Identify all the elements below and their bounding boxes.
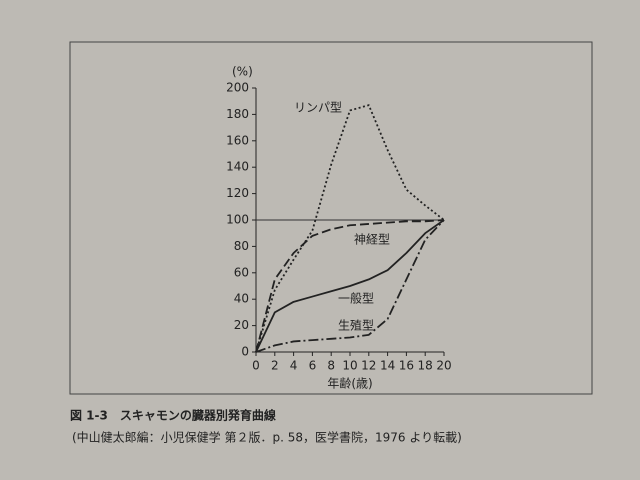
x-tick-label: 0	[252, 359, 260, 373]
y-tick-label: 200	[226, 81, 249, 95]
x-tick-label: 20	[436, 359, 451, 373]
frame	[69, 41, 593, 395]
series-line	[255, 104, 445, 353]
y-tick-label: 0	[241, 345, 249, 359]
y-tick-label: 140	[226, 160, 249, 174]
x-axis-label: 年齢(歳)	[327, 376, 372, 391]
x-tick-label: 14	[380, 359, 395, 373]
caption: 図 1-3 スキャモンの臓器別発育曲線	[70, 408, 276, 423]
series-label: 一般型	[338, 291, 374, 306]
y-tick-label: 60	[234, 265, 249, 279]
y-tick-label: 100	[226, 213, 249, 227]
series-line	[255, 219, 445, 353]
x-tick-label: 8	[327, 359, 335, 373]
x-tick-label: 12	[361, 359, 376, 373]
x-tick-label: 10	[342, 359, 357, 373]
series-line	[255, 219, 445, 353]
x-tick-label: 18	[418, 359, 433, 373]
y-tick-label: 160	[226, 133, 249, 147]
series-line	[255, 219, 445, 353]
y-tick-label: 20	[234, 318, 249, 332]
y-unit: (%)	[232, 65, 253, 79]
y-tick-label: 180	[226, 107, 249, 121]
x-tick-label: 2	[271, 359, 279, 373]
source: (中山健太郎編：小児保健学 第２版．p. 58，医学書院，1976 より転載)	[72, 430, 462, 445]
y-tick-label: 80	[234, 239, 249, 253]
x-tick-label: 4	[290, 359, 298, 373]
series-label: 神経型	[354, 233, 390, 247]
y-tick-label: 40	[234, 292, 249, 306]
series-label: 生殖型	[338, 318, 374, 333]
x-tick-label: 16	[399, 359, 414, 373]
y-tick-label: 120	[226, 186, 249, 200]
x-tick-label: 6	[309, 359, 317, 373]
series-label: リンパ型	[294, 101, 342, 115]
